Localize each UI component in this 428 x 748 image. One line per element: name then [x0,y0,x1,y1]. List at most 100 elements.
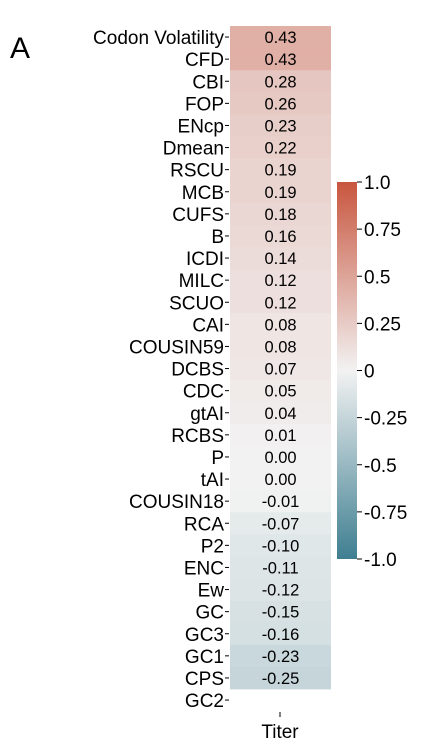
heatmap-cell [230,202,331,226]
cell-value-label: 0.43 [264,51,296,69]
panel-letter: A [10,32,30,65]
cell-value-label: -0.01 [262,493,300,511]
row-label: GC2 [185,691,224,712]
row-label: GC [196,603,225,624]
row-label: P2 [201,536,224,557]
heatmap-cell [230,578,331,601]
row-label: RSCU [170,161,224,182]
heatmap-cell [230,622,331,646]
heatmap-cell [230,224,331,248]
row-label: ENcp [178,116,224,137]
heatmap-cell [230,600,331,624]
cell-value-label: -0.15 [262,604,300,622]
row-label: GC3 [185,625,224,646]
heatmap-cell [230,48,331,71]
colorbar-gradient [337,182,357,559]
heatmap-cell [230,490,331,513]
row-label: RCA [184,514,224,535]
heatmap-rows: 0.43 Codon Volatility 0.43 CFD 0.28 CBI 0.26 FO… [93,26,331,712]
heatmap-cell [230,291,331,314]
heatmap-cell [230,534,331,557]
row-label: SCUO [169,293,224,314]
row-label: COUSIN59 [129,337,224,358]
cell-value-label: -0.07 [262,515,300,533]
heatmap-cell [230,26,331,49]
heatmap-cell [230,379,331,403]
row-label: CDC [183,382,224,403]
cell-value-label: 0.19 [264,184,296,202]
colorbar-tick-label: 0 [364,362,375,383]
heatmap-cell [230,401,331,425]
cell-value-label: -0.11 [262,559,298,577]
row-label: CFD [185,50,224,71]
row-label: CAI [192,315,224,336]
heatmap-cell [230,158,331,182]
colorbar-tick-label: 0.75 [364,220,401,241]
cell-value-label: 0.28 [264,73,296,91]
colorbar-tick-label: -0.75 [364,503,407,524]
cell-value-label: 0.00 [264,449,296,467]
heatmap-cell [230,269,331,292]
colorbar-tick-label: -0.5 [364,456,397,477]
cell-value-label: 0.43 [264,29,296,47]
cell-value-label: -0.10 [262,537,300,555]
row-label: ENC [184,558,224,579]
row-label: FOP [185,94,224,115]
cell-value-label: 0.01 [264,427,296,445]
cell-value-label: 0.14 [264,250,296,268]
heatmap-cell [230,512,331,535]
cell-value-label: 0.05 [264,383,296,401]
row-label: MILC [179,271,224,292]
row-label: CUFS [172,205,224,226]
cell-value-label: 0.12 [264,272,296,290]
cell-value-label: 0.08 [264,338,296,356]
colorbar-tick-label: -0.25 [364,409,407,430]
heatmap-cell [230,70,331,93]
row-label: Dmean [163,139,224,160]
heatmap-cell [230,644,331,668]
heatmap-cell [230,114,331,137]
cell-value-label: 0.04 [264,405,296,423]
heatmap-cell [230,468,331,491]
colorbar-tick-label: 0.5 [364,267,390,288]
x-axis-tick-label: Titer [261,722,299,743]
cell-value-label: 0.22 [264,140,296,158]
cell-value-label: -0.25 [262,670,300,688]
row-label: B [211,227,224,248]
colorbar-tick-label: 1.0 [364,173,390,194]
row-label: CBI [192,72,224,93]
cell-value-label: 0.16 [264,228,296,246]
cell-value-label: 0.12 [264,294,296,312]
row-label: ICDI [186,249,224,270]
cell-value-label: 0.18 [264,206,296,224]
heatmap-cell [230,423,331,447]
row-label: RCBS [171,426,224,447]
cell-value-label: 0.08 [264,316,296,334]
row-label: COUSIN18 [129,492,224,513]
row-label: CPS [185,669,224,690]
heatmap-cell [230,445,331,469]
heatmap-cell [230,666,331,690]
cell-value-label: 0.26 [264,95,296,113]
row-label: P [211,448,224,469]
heatmap-cell [230,556,331,579]
colorbar-tick-label: 0.25 [364,314,401,335]
colorbar-tick-label: -1.0 [364,550,397,571]
heatmap-cell [230,247,331,270]
cell-value-label: 0.00 [264,471,296,489]
cell-value-label: -0.12 [262,582,300,600]
heatmap-cell [230,180,331,204]
heatmap-cell [230,136,331,159]
row-label: tAI [201,470,224,491]
row-label: Ew [198,581,225,602]
colorbar-ticks: 1.0 0.75 0.5 0.25 0 -0.25 -0.5 -0.75 -1.0 [357,173,407,571]
cell-value-label: 0.23 [264,117,296,135]
row-label: MCB [182,183,224,204]
cell-value-label: 0.07 [264,361,296,379]
heatmap-cell [230,357,331,380]
heatmap-cell [230,92,331,115]
cell-value-label: 0.19 [264,162,296,180]
colorbar: 1.0 0.75 0.5 0.25 0 -0.25 -0.5 -0.75 -1.0 [337,173,407,571]
row-label: GC1 [185,647,224,668]
